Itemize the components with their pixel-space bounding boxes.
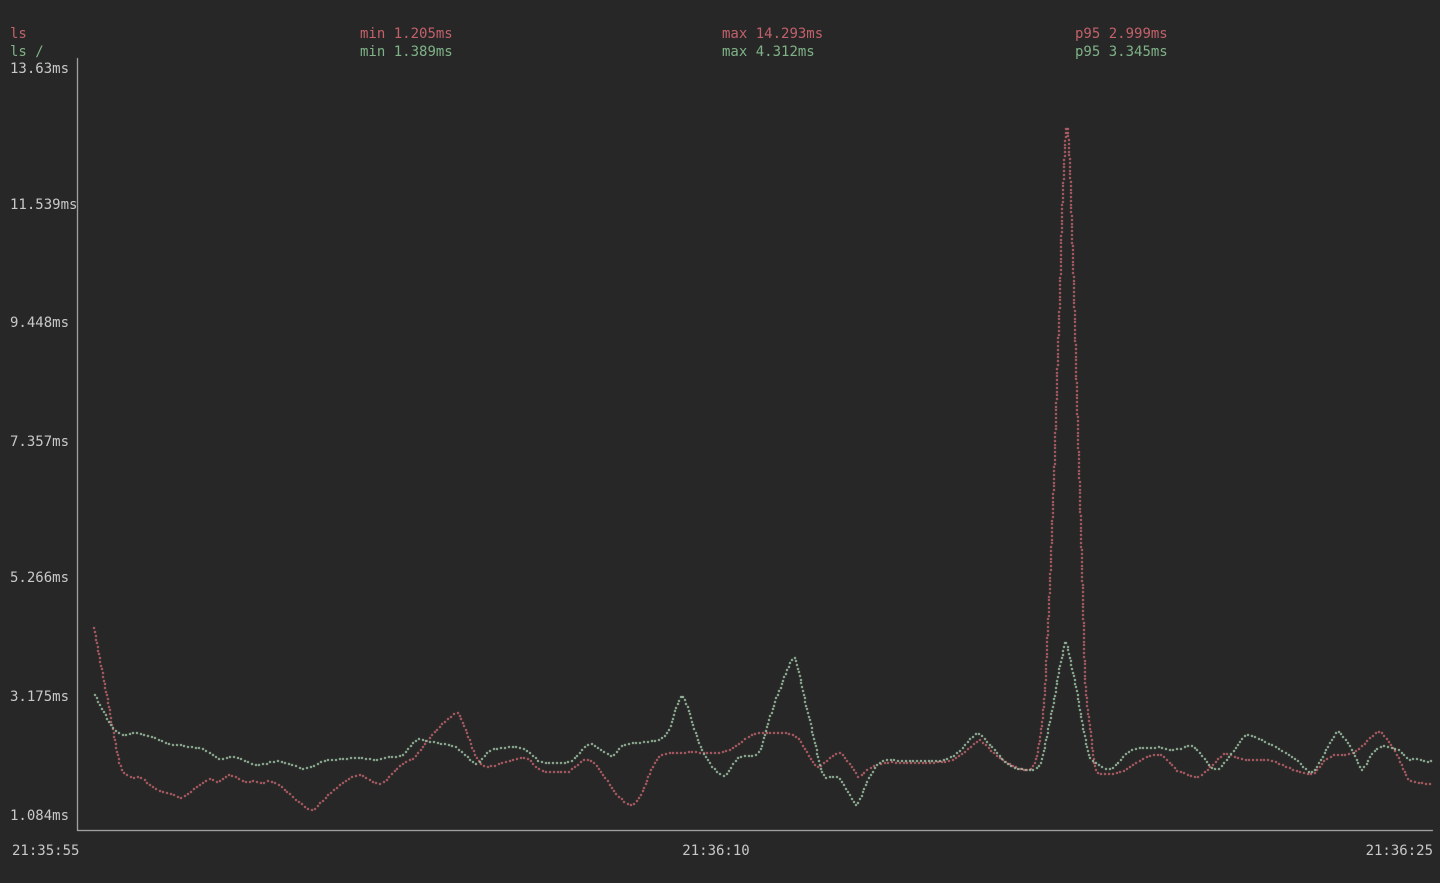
legend-series-ls: ls <box>10 26 27 42</box>
stat-p95-ls: p95 2.999ms <box>1075 25 1168 43</box>
y-tick-label: 11.539ms <box>10 197 78 213</box>
stat-min-label: min <box>360 26 386 42</box>
stat-p95-label: p95 <box>1075 26 1101 42</box>
stat-p95-ls-slash: p95 3.345ms <box>1075 43 1168 61</box>
x-tick-label-middle: 21:36:10 <box>682 843 750 859</box>
y-tick-label: 9.448ms <box>10 315 70 331</box>
stat-max-value: 4.312ms <box>755 44 815 60</box>
stat-min-ls-slash: min 1.389ms <box>360 43 453 61</box>
stat-min-value: 1.205ms <box>393 26 453 42</box>
stat-p95-value: 3.345ms <box>1108 44 1168 60</box>
stat-max-label: max <box>722 26 748 42</box>
stat-max-label: max <box>722 44 748 60</box>
y-tick-label: 3.175ms <box>10 689 70 705</box>
legend-series-ls-slash: ls / <box>10 44 44 60</box>
stat-p95-label: p95 <box>1075 44 1101 60</box>
y-tick-label: 5.266ms <box>10 570 70 586</box>
stat-min-value: 1.389ms <box>393 44 453 60</box>
stat-max-value: 14.293ms <box>755 26 824 42</box>
stat-min-label: min <box>360 44 386 60</box>
x-tick-label-end: 21:36:25 <box>1365 843 1433 859</box>
stat-min-ls: min 1.205ms <box>360 25 453 43</box>
y-tick-label: 1.084ms <box>10 808 70 824</box>
y-tick-label: 7.357ms <box>10 434 70 450</box>
stat-p95-value: 2.999ms <box>1108 26 1168 42</box>
y-tick-label: 13.63ms <box>10 61 70 77</box>
stat-max-ls-slash: max 4.312ms <box>722 43 815 61</box>
x-tick-label-start: 21:35:55 <box>12 843 80 859</box>
stat-max-ls: max 14.293ms <box>722 25 823 43</box>
